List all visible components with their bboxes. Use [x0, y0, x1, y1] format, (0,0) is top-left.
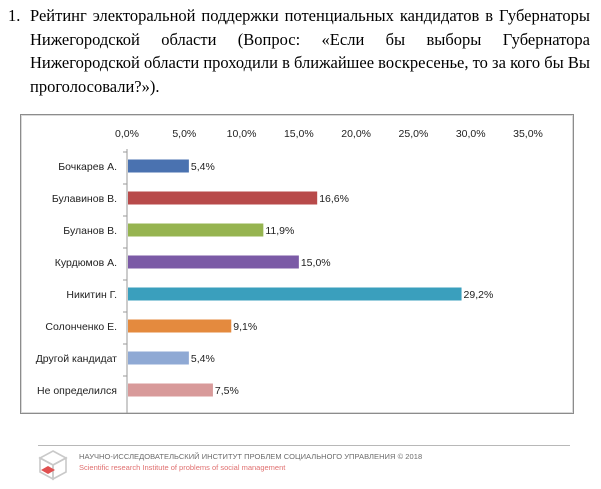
data-label: 5,4%: [191, 161, 215, 173]
bar-chart: 0,0% 5,0% 10,0% 15,0% 20,0% 25,0% 30,0% 35,0% Бо…: [36, 128, 543, 413]
bar: [128, 255, 299, 269]
heading-text: Рейтинг электоральной поддержки потенциа…: [30, 6, 590, 96]
x-tick-label: 20,0%: [341, 128, 371, 140]
category-label: Бочкарев А.: [58, 161, 117, 173]
x-tick-label: 5,0%: [172, 128, 196, 140]
bar: [128, 287, 462, 301]
chart-question-heading: 1. Рейтинг электоральной поддержки потен…: [8, 4, 590, 98]
data-label: 11,9%: [265, 225, 294, 237]
institute-name-ru: НАУЧНО-ИССЛЕДОВАТЕЛЬСКИЙ ИНСТИТУТ ПРОБЛЕ…: [79, 452, 423, 461]
x-tick-label: 10,0%: [227, 128, 257, 140]
category-label: Солонченко Е.: [45, 321, 117, 333]
x-tick-label: 35,0%: [513, 128, 543, 140]
category-label: Курдюмов А.: [55, 257, 117, 269]
category-label: Никитин Г.: [66, 289, 117, 301]
footer-divider: [38, 445, 570, 446]
bar: [128, 383, 213, 397]
category-label: Булавинов В.: [52, 193, 117, 205]
heading-number: 1.: [8, 6, 21, 25]
data-label: 5,4%: [191, 353, 215, 365]
x-tick-label: 30,0%: [456, 128, 486, 140]
category-label: Не определился: [37, 385, 117, 397]
category-label: Буланов В.: [63, 225, 117, 237]
bar: [128, 319, 232, 333]
bar: [128, 191, 318, 205]
x-tick-label: 15,0%: [284, 128, 314, 140]
data-label: 9,1%: [233, 321, 257, 333]
data-label: 29,2%: [464, 289, 494, 301]
bar: [128, 351, 189, 365]
x-tick-label: 0,0%: [115, 128, 139, 140]
x-tick-label: 25,0%: [399, 128, 429, 140]
data-label: 15,0%: [301, 257, 331, 269]
data-label: 7,5%: [215, 385, 239, 397]
bar: [128, 223, 264, 237]
data-label: 16,6%: [319, 193, 349, 205]
cube-logo-icon: [38, 450, 68, 481]
bar: [128, 159, 189, 173]
category-label: Другой кандидат: [36, 353, 117, 365]
chart-frame: 0,0% 5,0% 10,0% 15,0% 20,0% 25,0% 30,0% 35,0% Бо…: [20, 114, 574, 414]
institute-name-en: Scientific research Institute of problem…: [79, 463, 286, 472]
